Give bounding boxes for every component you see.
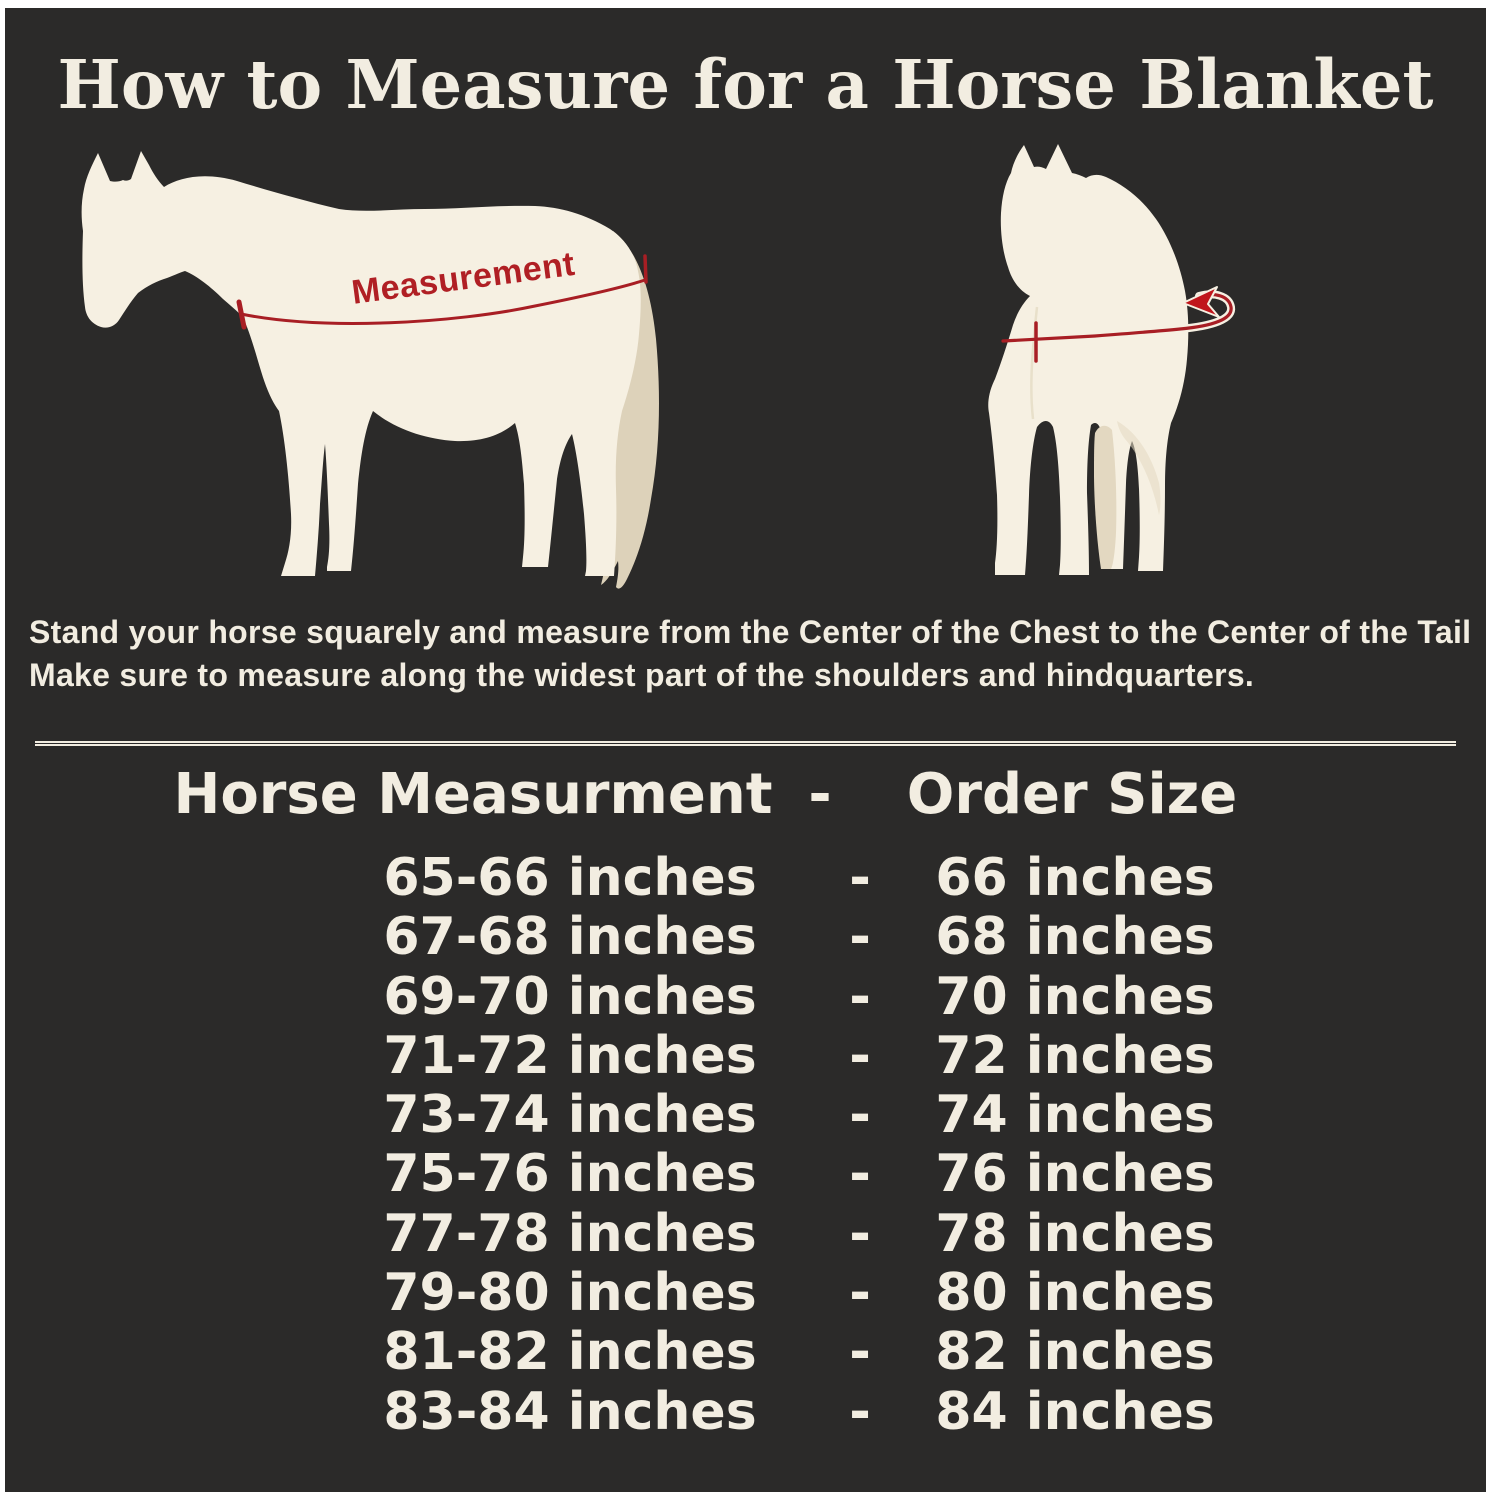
row-measurement: 77-78 inches (383, 1203, 757, 1264)
row-order-size: 76 inches (935, 1144, 1215, 1205)
horse-front-body-shape (988, 144, 1189, 575)
row-measurement: 65-66 inches (383, 848, 757, 908)
horse-front-thigh-shade (1117, 421, 1161, 515)
row-separator: - (849, 1322, 871, 1383)
size-table-row: 71-72 inches - 72 inches (5, 1025, 1486, 1086)
neck-contour-line (1030, 306, 1039, 420)
size-table-header: Horse Measurment - Order Size (5, 760, 1486, 830)
row-order-size: 66 inches (935, 848, 1215, 908)
girth-line (1001, 292, 1233, 343)
row-measurement: 69-70 inches (383, 966, 757, 1027)
horse-front-view-icon (988, 144, 1236, 575)
header-order-size: Order Size (906, 762, 1238, 827)
row-order-size: 72 inches (935, 1025, 1215, 1086)
row-measurement: 73-74 inches (383, 1085, 757, 1146)
size-table-row: 67-68 inches - 68 inches (5, 908, 1486, 967)
page-title: How to Measure for a Horse Blanket (57, 45, 1434, 124)
size-table-row: 77-78 inches - 78 inches (5, 1203, 1486, 1264)
instructions-line-1: Stand your horse squarely and measure fr… (29, 614, 1472, 650)
size-table-row: 73-74 inches - 74 inches (5, 1086, 1486, 1145)
horse-side-view-icon (81, 151, 659, 589)
row-order-size: 82 inches (935, 1322, 1215, 1383)
measurement-line (239, 278, 647, 325)
size-table-row: 83-84 inches - 84 inches (5, 1381, 1486, 1442)
row-order-size: 68 inches (935, 907, 1215, 968)
row-order-size: 70 inches (935, 966, 1215, 1027)
size-table: Horse Measurment - Order Size 65-66 inch… (5, 8, 1486, 1492)
size-table-row: 69-70 inches - 70 inches (5, 966, 1486, 1027)
measurement-diagram: Measurement (5, 8, 1486, 608)
wrap-arrow-icon (1182, 286, 1220, 318)
header-separator: - (808, 762, 832, 827)
row-order-size: 84 inches (935, 1381, 1215, 1442)
size-table-row: 81-82 inches - 82 inches (5, 1323, 1486, 1382)
divider-line (35, 741, 1456, 746)
row-measurement: 67-68 inches (383, 907, 757, 968)
row-measurement: 75-76 inches (383, 1144, 757, 1205)
row-order-size: 80 inches (935, 1263, 1215, 1324)
row-separator: - (849, 848, 871, 908)
instructions-text: Stand your horse squarely and measure fr… (29, 611, 1479, 697)
row-measurement: 83-84 inches (383, 1381, 757, 1442)
row-measurement: 71-72 inches (383, 1025, 757, 1086)
row-separator: - (849, 907, 871, 968)
row-separator: - (849, 1263, 871, 1324)
instructions-line-2: Make sure to measure along the widest pa… (29, 657, 1255, 693)
size-table-row: 65-66 inches - 66 inches (5, 849, 1486, 908)
row-separator: - (849, 966, 871, 1027)
row-measurement: 81-82 inches (383, 1322, 757, 1383)
size-table-row: 75-76 inches - 76 inches (5, 1145, 1486, 1204)
row-measurement: 79-80 inches (383, 1263, 757, 1324)
row-separator: - (849, 1203, 871, 1264)
horse-side-body-shape (81, 151, 641, 576)
row-separator: - (849, 1025, 871, 1086)
horse-front-far-leg-shade (1094, 425, 1117, 569)
size-table-row: 79-80 inches - 80 inches (5, 1264, 1486, 1323)
size-table-rows: 65-66 inches - 66 inches 67-68 inches - 68 in… (5, 849, 1486, 1442)
row-order-size: 74 inches (935, 1085, 1215, 1146)
row-separator: - (849, 1085, 871, 1146)
row-separator: - (849, 1144, 871, 1205)
row-separator: - (849, 1381, 871, 1442)
row-order-size: 78 inches (935, 1203, 1215, 1264)
measurement-line-end-tick (643, 254, 648, 284)
infographic-card: How to Measure for a Horse Blanket Measu (5, 8, 1486, 1492)
header-horse-measurement: Horse Measurment (173, 762, 773, 827)
